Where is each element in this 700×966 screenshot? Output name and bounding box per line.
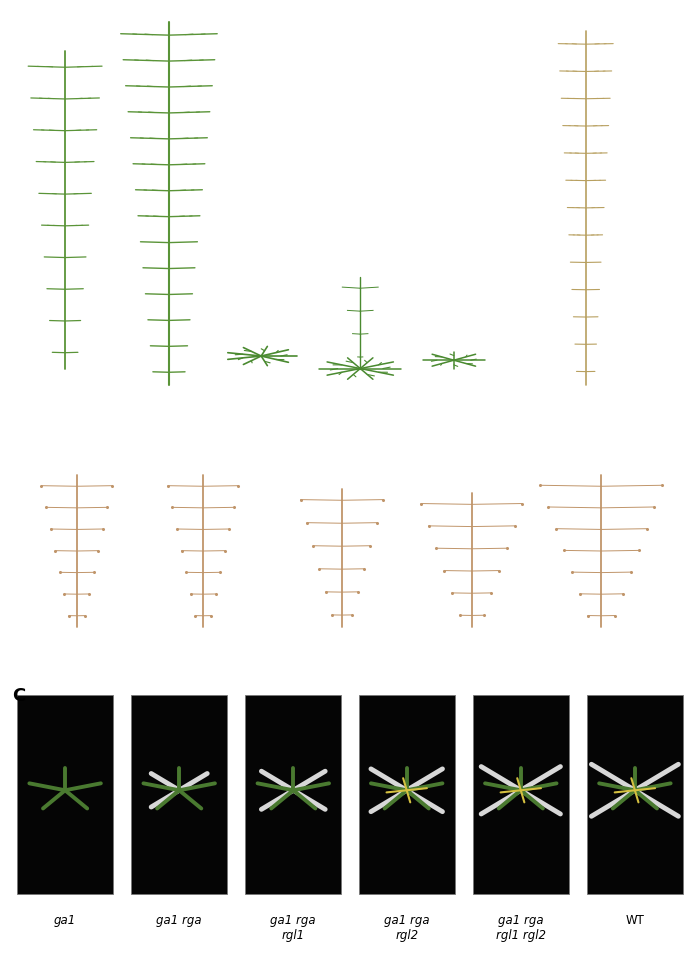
Text: ga1 rga
rgl1: ga1 rga rgl1: [178, 632, 228, 660]
Bar: [17, 695, 113, 894]
Text: ga1 rga
rgl1 rgl2: ga1 rga rgl1 rgl2: [444, 632, 501, 660]
Text: ga1 rga: ga1 rga: [52, 647, 102, 660]
Text: WT: WT: [55, 405, 76, 417]
Bar: [587, 695, 683, 894]
Text: ga1-3: ga1-3: [246, 405, 284, 417]
Text: ga1: ga1: [54, 914, 76, 927]
Text: ga1 rga: ga1 rga: [156, 914, 202, 927]
Text: ga1 rga
rgl2: ga1 rga rgl2: [384, 914, 430, 942]
Text: rga-24
gai-t6: rga-24 gai-t6: [146, 390, 189, 417]
Text: A: A: [18, 20, 32, 38]
Bar: [358, 695, 455, 894]
Text: B: B: [18, 450, 31, 468]
Text: rga-24
gai-t6 ga1-3: rga-24 gai-t6 ga1-3: [545, 390, 626, 417]
Text: C: C: [12, 687, 25, 704]
Text: WT: WT: [626, 914, 644, 927]
Bar: [473, 695, 569, 894]
Text: ga1 rga
rgl2: ga1 rga rgl2: [318, 632, 368, 660]
Bar: [131, 695, 228, 894]
Text: ga1 rga
rgl1 rgl2: ga1 rga rgl1 rgl2: [496, 914, 546, 942]
Text: rga-24
ga1-3: rga-24 ga1-3: [339, 390, 382, 417]
Text: ga1 rga
rgl1: ga1 rga rgl1: [270, 914, 316, 942]
Text: WT: WT: [592, 647, 613, 660]
Text: gai-t6
ga1-3: gai-t6 ga1-3: [433, 390, 472, 417]
Bar: [245, 695, 342, 894]
